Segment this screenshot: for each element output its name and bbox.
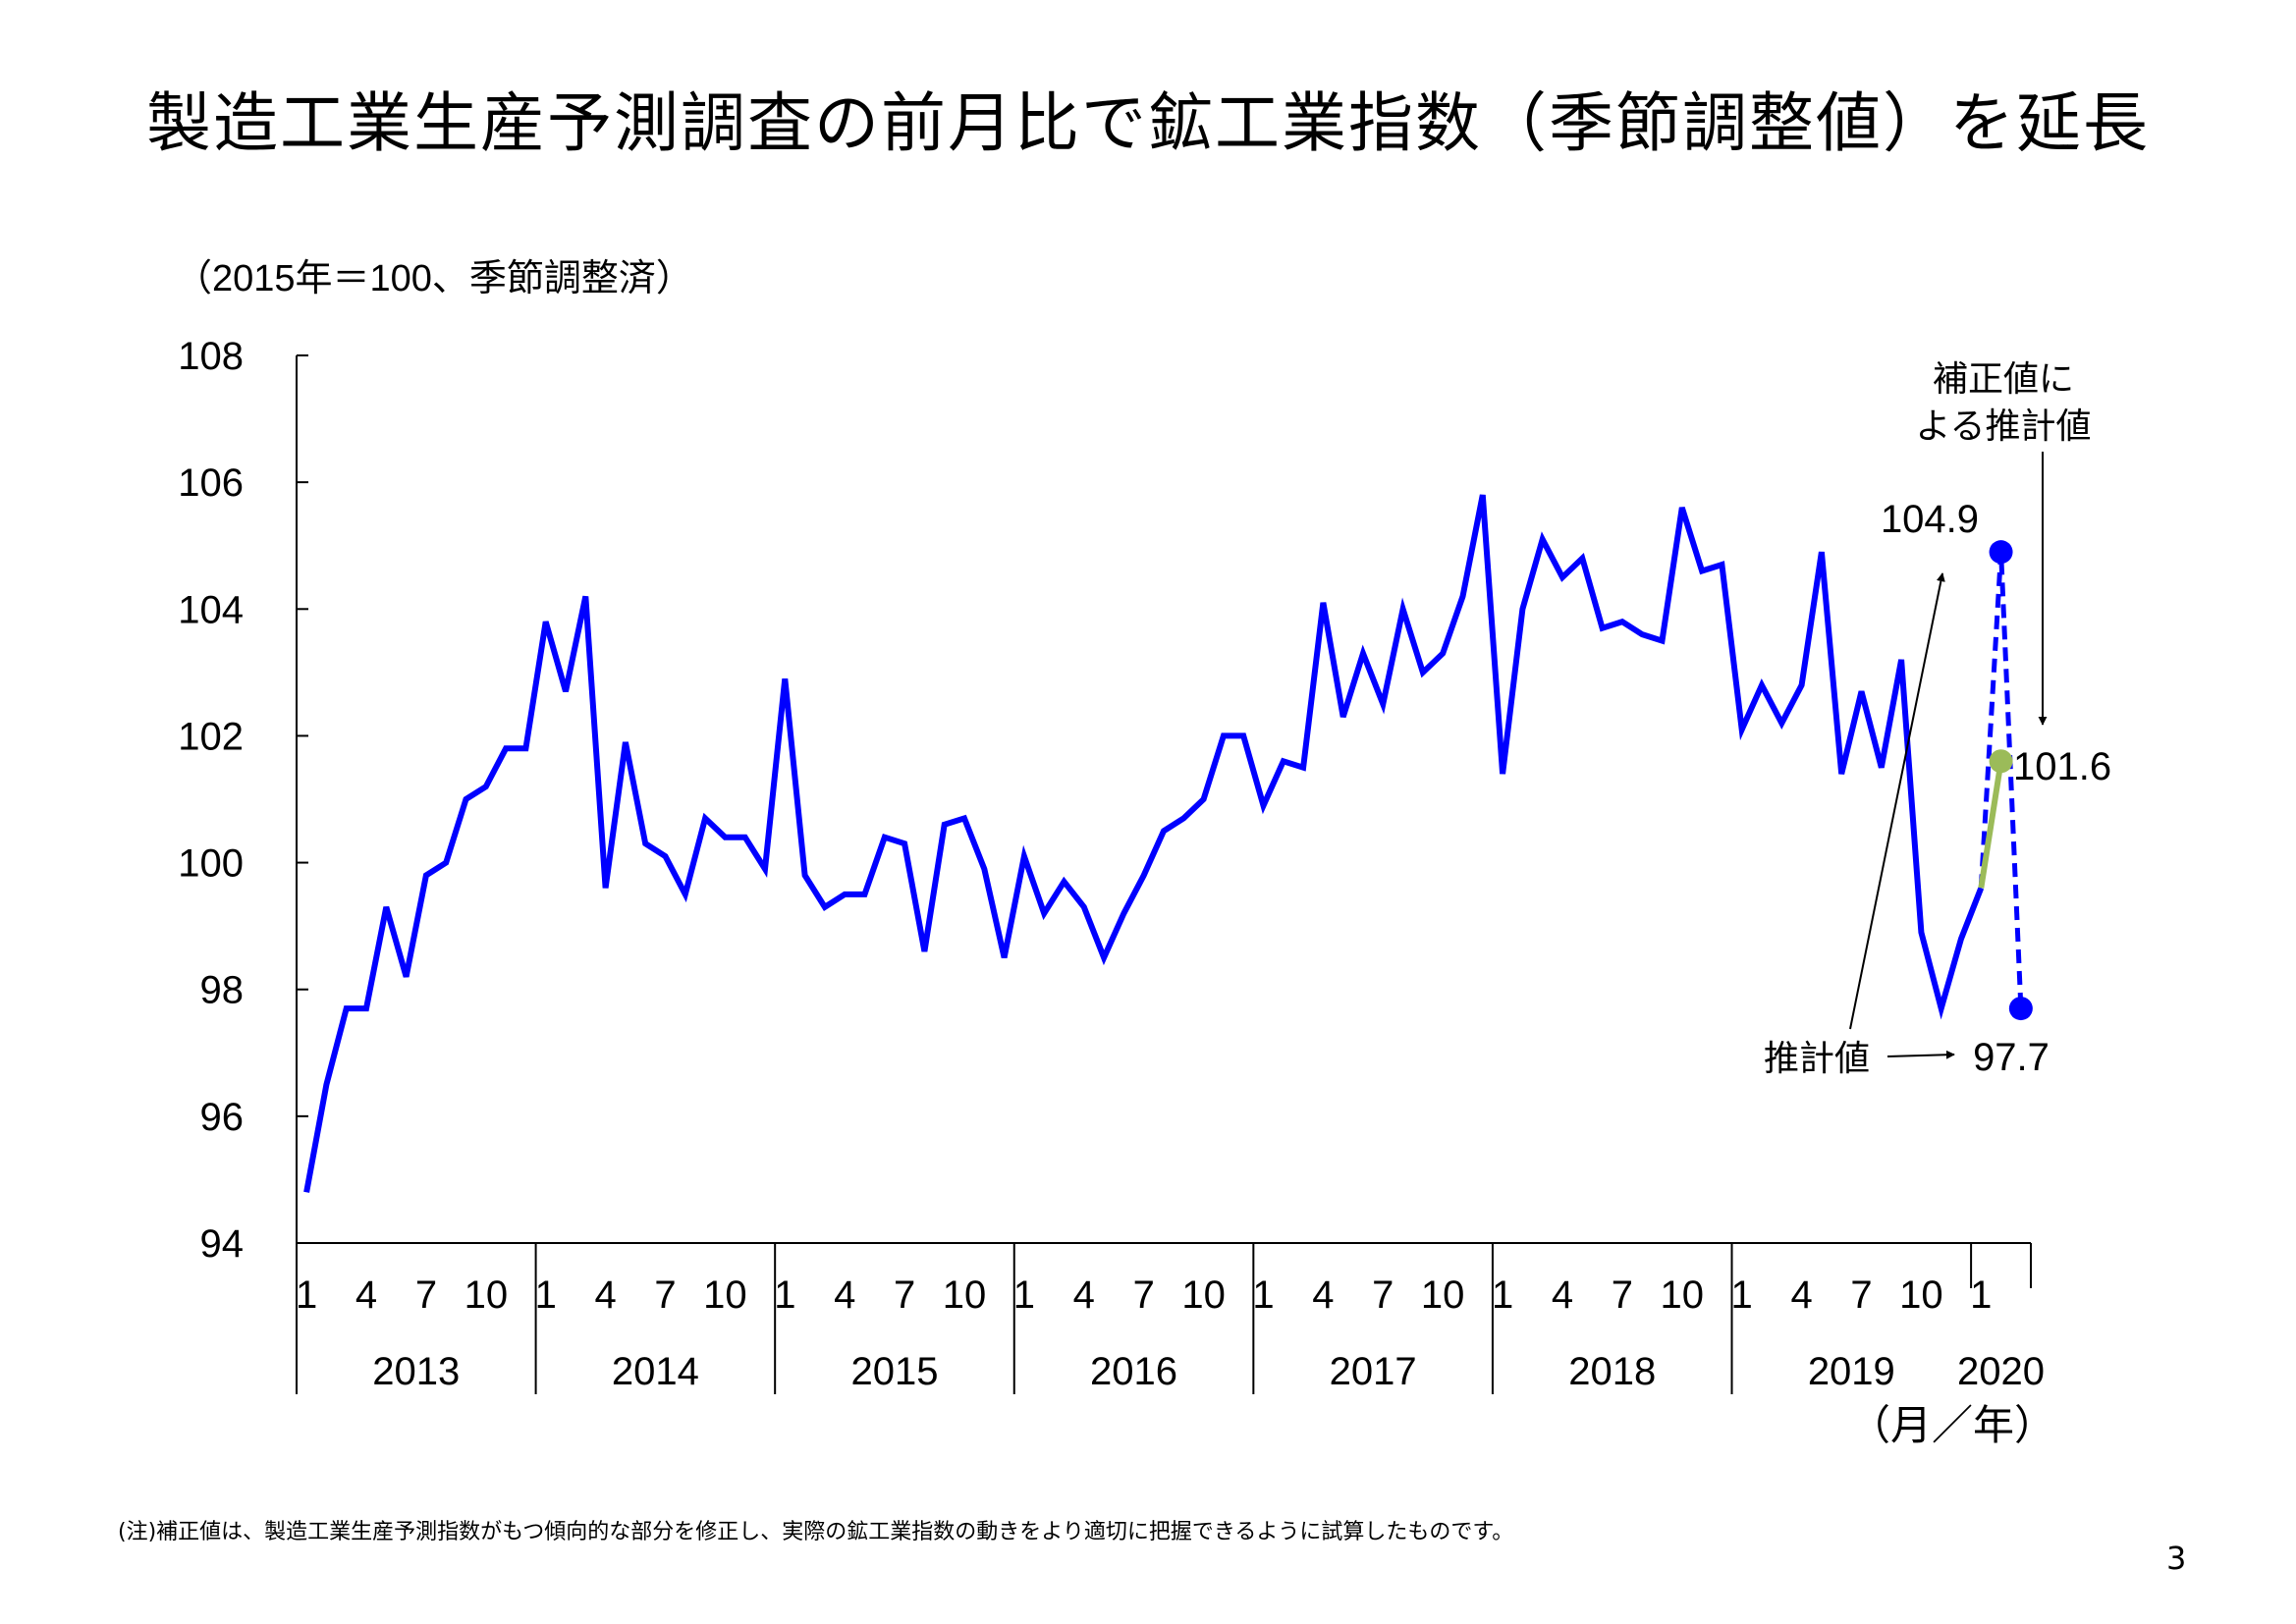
- page-title: 製造工業生産予測調査の前月比で鉱工業指数（季節調整値）を延長: [146, 85, 2150, 161]
- x-year-label: 2017: [1330, 1350, 1417, 1393]
- y-tick-label: 96: [200, 1096, 245, 1139]
- page-number: 3: [2166, 1540, 2187, 1577]
- annotation-corrected-label: 補正値に: [1933, 358, 2074, 399]
- x-tick-label: 10: [943, 1273, 987, 1317]
- x-tick-label: 1: [774, 1273, 795, 1317]
- x-tick-label: 7: [654, 1273, 676, 1317]
- x-tick-label: 4: [595, 1273, 617, 1317]
- x-tick-label: 1: [1731, 1273, 1753, 1317]
- x-tick-label: 4: [1073, 1273, 1095, 1317]
- chart-series-group: [303, 494, 2033, 1193]
- y-tick-label: 100: [178, 842, 244, 886]
- annotation-corrected-label: よる推計値: [1916, 406, 2092, 446]
- x-tick-label: 4: [1312, 1273, 1334, 1317]
- x-tick-label: 1: [1252, 1273, 1274, 1317]
- annotation-estimate-label: 推計値: [1764, 1038, 1870, 1078]
- x-tick-label: 4: [355, 1273, 377, 1317]
- x-tick-label: 7: [1133, 1273, 1155, 1317]
- y-unit-label: （2015年＝100、季節調整済）: [175, 258, 693, 299]
- arrow-estimate: [1886, 1050, 1955, 1059]
- footnote: (注)補正値は、製造工業生産予測指数がもつ傾向的な部分を修正し、実際の鉱工業指数…: [118, 1520, 1514, 1544]
- x-year-label: 2019: [1808, 1350, 1895, 1393]
- x-tick-label: 7: [1850, 1273, 1872, 1317]
- x-unit-label: （月／年）: [1849, 1402, 2055, 1448]
- series-actual-line: [303, 494, 1985, 1193]
- x-tick-label: 1: [535, 1273, 557, 1317]
- x-year-label: 2015: [850, 1350, 938, 1393]
- x-tick-label: 4: [1790, 1273, 1812, 1317]
- annotation-104-9: 104.9: [1881, 498, 1979, 541]
- x-tick-label: 10: [1899, 1273, 1943, 1317]
- x-tick-label: 10: [703, 1273, 747, 1317]
- y-tick-label: 104: [178, 588, 244, 631]
- x-year-label: 2018: [1568, 1350, 1656, 1393]
- x-year-label: 2020: [1957, 1350, 2045, 1393]
- forecast-point: [1989, 540, 2013, 565]
- x-year-label: 2014: [612, 1350, 699, 1393]
- corrected-point: [1989, 749, 2013, 774]
- x-tick-label: 1: [296, 1273, 317, 1317]
- x-year-label: 2016: [1090, 1350, 1177, 1393]
- forecast-point: [2008, 997, 2033, 1021]
- x-tick-label: 7: [415, 1273, 437, 1317]
- y-tick-label: 98: [200, 969, 245, 1012]
- y-tick-label: 106: [178, 461, 244, 505]
- x-tick-label: 7: [894, 1273, 915, 1317]
- x-tick-label: 7: [1372, 1273, 1394, 1317]
- y-tick-label: 108: [178, 335, 244, 378]
- series-corrected-line: [1978, 760, 2004, 889]
- x-tick-label: 7: [1612, 1273, 1633, 1317]
- x-tick-label: 1: [1013, 1273, 1035, 1317]
- annotation-101-6: 101.6: [2013, 745, 2111, 788]
- x-tick-label: 4: [834, 1273, 855, 1317]
- x-tick-label: 10: [465, 1273, 509, 1317]
- y-tick-label: 94: [200, 1222, 245, 1266]
- arrow-estimate-to-104-9: [1849, 572, 1945, 1030]
- x-tick-label: 1: [1492, 1273, 1513, 1317]
- x-tick-label: 10: [1661, 1273, 1705, 1317]
- x-year-label: 2013: [372, 1350, 460, 1393]
- annotation-97-7: 97.7: [1973, 1036, 2050, 1079]
- x-tick-label: 10: [1421, 1273, 1465, 1317]
- x-tick-label: 10: [1181, 1273, 1226, 1317]
- x-tick-label: 4: [1552, 1273, 1573, 1317]
- y-tick-label: 102: [178, 715, 244, 758]
- x-tick-label: 1: [1970, 1273, 1992, 1317]
